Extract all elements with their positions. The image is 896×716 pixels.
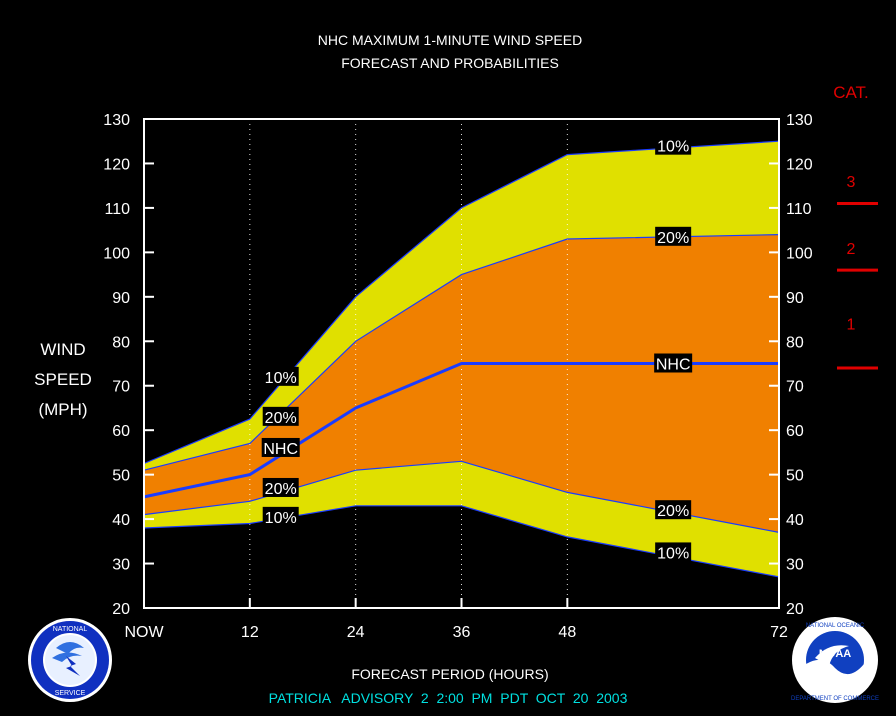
band-labels: 10% 20% NHC 20% 10% 10% 20% NHC 20% 10% — [261, 135, 693, 562]
x-tick-label: 36 — [453, 624, 471, 641]
y-axis-label-line3: (MPH) — [38, 400, 87, 419]
band-label-text: 10% — [657, 139, 689, 156]
nws-logo-icon: NATIONAL SERVICE — [28, 618, 112, 702]
y-axis-label-line2: SPEED — [34, 370, 92, 389]
band-label-text: 20% — [657, 230, 689, 247]
y-tick-label-right: 50 — [786, 468, 804, 485]
y-tick-label-right: 80 — [786, 334, 804, 351]
band-label-0: 10% — [655, 135, 692, 156]
y-tick-label-left: 20 — [112, 601, 130, 618]
series-line-upper-20 — [143, 234, 780, 471]
category-title: CAT. — [833, 83, 869, 102]
band-label-box — [655, 135, 692, 155]
y-tick-label-right: 90 — [786, 290, 804, 307]
band-label-1: 20% — [655, 226, 692, 247]
y-tick-label-right: 60 — [786, 423, 804, 440]
band-label-text: 10% — [657, 545, 689, 562]
svg-text:SERVICE: SERVICE — [55, 690, 86, 697]
series-line-lower-10 — [143, 505, 780, 578]
y-tick-label-left: 30 — [112, 557, 130, 574]
axis-ticks: 20 20 30 30 40 40 50 50 60 60 70 70 80 80 90 90 100 100 11… — [103, 112, 813, 641]
band-label-9: 10% — [262, 506, 299, 527]
y-tick-label-left: 60 — [112, 423, 130, 440]
x-tick-label: 24 — [347, 624, 365, 641]
band-label-box — [655, 226, 692, 246]
svg-text:NATIONAL OCEANIC: NATIONAL OCEANIC — [806, 623, 865, 629]
band-label-box — [654, 353, 693, 373]
category-label-1: 1 — [847, 316, 856, 333]
series-lines — [143, 140, 780, 578]
band-label-box — [261, 437, 300, 457]
y-tick-label-right: 30 — [786, 557, 804, 574]
band-label-8: 20% — [262, 477, 299, 498]
band-label-text: NHC — [656, 357, 691, 374]
y-tick-label-right: 20 — [786, 601, 804, 618]
band-label-text: NHC — [263, 441, 298, 458]
band-label-text: 20% — [265, 410, 297, 427]
chart-title: NHC MAXIMUM 1-MINUTE WIND SPEED — [318, 32, 582, 48]
svg-text:NOAA: NOAA — [819, 648, 851, 660]
chart-subtitle: FORECAST AND PROBABILITIES — [341, 55, 559, 71]
x-tick-label: 12 — [241, 624, 259, 641]
y-tick-label-left: 130 — [103, 112, 130, 129]
y-axis-label-line1: WIND — [40, 340, 85, 359]
band-label-box — [655, 500, 692, 520]
y-tick-label-left: 120 — [103, 156, 130, 173]
noaa-logo-icon: NOAA NATIONAL OCEANIC DEPARTMENT OF COMM… — [791, 617, 879, 703]
x-axis-label: FORECAST PERIOD (HOURS) — [351, 666, 548, 682]
series-line-forecast — [143, 362, 779, 499]
y-tick-label-left: 70 — [112, 379, 130, 396]
y-tick-label-right: 110 — [786, 201, 812, 218]
x-tick-label: 48 — [558, 624, 576, 641]
y-tick-label-right: 130 — [786, 112, 813, 129]
category-label-2: 2 — [847, 241, 856, 258]
band-label-4: 10% — [655, 542, 692, 562]
series-line-upper-10 — [143, 140, 780, 465]
band-label-box — [262, 406, 299, 426]
band-label-box — [262, 506, 299, 526]
svg-text:NATIONAL: NATIONAL — [53, 626, 88, 633]
y-tick-label-right: 120 — [786, 156, 813, 173]
band-label-box — [262, 477, 299, 497]
x-tick-label: 72 — [770, 624, 788, 641]
svg-text:DEPARTMENT OF COMMERCE: DEPARTMENT OF COMMERCE — [791, 696, 879, 702]
y-tick-label-left: 50 — [112, 468, 130, 485]
y-tick-label-right: 100 — [786, 245, 813, 262]
band-label-text: 10% — [265, 370, 297, 387]
band-label-box — [262, 366, 299, 386]
band-label-text: 10% — [265, 510, 297, 527]
band-label-2: NHC — [654, 353, 693, 374]
category-scale: CAT. 1 2 3 — [833, 83, 878, 370]
series-line-lower-20 — [143, 460, 780, 533]
band-label-3: 20% — [655, 500, 692, 520]
x-tick-label: NOW — [124, 624, 164, 641]
y-tick-label-right: 40 — [786, 512, 804, 529]
y-tick-label-left: 40 — [112, 512, 130, 529]
y-tick-label-left: 90 — [112, 290, 130, 307]
advisory-footer: PATRICIA ADVISORY 2 2:00 PM PDT OCT 20 2… — [269, 690, 628, 706]
y-tick-label-right: 70 — [786, 379, 804, 396]
inner-probability-band — [144, 234, 779, 533]
band-label-7: NHC — [261, 437, 300, 458]
band-label-text: 20% — [265, 481, 297, 498]
band-label-6: 20% — [262, 406, 299, 427]
y-tick-label-left: 110 — [104, 201, 130, 218]
band-label-5: 10% — [262, 366, 299, 387]
band-label-box — [655, 542, 692, 562]
y-tick-label-left: 100 — [103, 245, 130, 262]
category-label-3: 3 — [847, 174, 856, 191]
y-tick-label-left: 80 — [112, 334, 130, 351]
band-label-text: 20% — [657, 503, 689, 520]
